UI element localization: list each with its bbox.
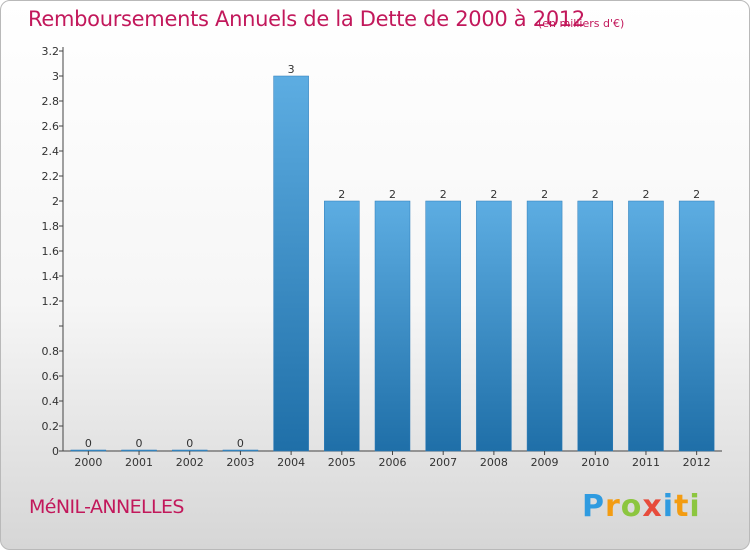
y-tick-label: 0.8 <box>42 345 60 358</box>
logo-letter: i <box>689 489 701 524</box>
bar <box>678 200 715 452</box>
y-tick-label: 2.8 <box>42 95 60 108</box>
y-tick-label: 0.2 <box>42 420 60 433</box>
y-tick-label: 3.2 <box>42 45 60 58</box>
chart-unit: (en milliers d'€) <box>538 17 625 30</box>
bar <box>526 200 563 452</box>
y-tick-label: 2.2 <box>42 170 60 183</box>
x-tick-label: 2005 <box>328 456 356 469</box>
bar <box>121 449 157 452</box>
x-tick-label: 2012 <box>683 456 711 469</box>
y-tick-label: 0.4 <box>42 395 60 408</box>
bar <box>628 200 664 452</box>
data-label: 0 <box>85 437 92 450</box>
bar <box>577 200 614 452</box>
y-tick-label: 1.2 <box>42 295 60 308</box>
x-tick-label: 2002 <box>176 456 204 469</box>
x-tick-label: 2006 <box>379 456 407 469</box>
data-label: 2 <box>389 188 396 201</box>
y-tick-label: 1.4 <box>42 270 60 283</box>
bar <box>273 75 309 452</box>
y-tick-label: 2 <box>52 195 59 208</box>
data-label: 0 <box>237 437 244 450</box>
bar <box>425 200 461 452</box>
y-tick-label: 0 <box>52 445 59 458</box>
logo-letter: r <box>605 489 621 524</box>
data-label: 2 <box>440 188 447 201</box>
bar <box>222 449 259 452</box>
x-tick-label: 2009 <box>531 456 559 469</box>
x-tick-label: 2007 <box>429 456 457 469</box>
y-tick-label: 2.4 <box>42 145 60 158</box>
x-tick-label: 2003 <box>226 456 254 469</box>
y-tick-label: 1.8 <box>42 220 60 233</box>
bar <box>171 449 208 452</box>
logo-letter: t <box>674 489 690 524</box>
data-label: 3 <box>288 63 295 76</box>
x-tick-label: 2004 <box>277 456 305 469</box>
y-tick-label: 2.6 <box>42 120 60 133</box>
x-tick-label: 2011 <box>632 456 660 469</box>
x-tick-label: 2010 <box>581 456 609 469</box>
data-label: 0 <box>136 437 143 450</box>
y-tick-label: 0.6 <box>42 370 60 383</box>
logo-letter: o <box>620 489 643 524</box>
logo-letter: i <box>662 489 675 524</box>
data-label: 2 <box>693 188 700 201</box>
y-tick-label: 3 <box>52 70 59 83</box>
data-label: 2 <box>338 188 345 201</box>
x-tick-label: 2001 <box>125 456 153 469</box>
x-tick-label: 2008 <box>480 456 508 469</box>
x-tick-label: 2000 <box>74 456 102 469</box>
proxiti-logo: Proxiti <box>582 489 701 524</box>
data-label: 2 <box>592 188 599 201</box>
bar <box>374 200 411 452</box>
logo-letter: x <box>642 489 663 524</box>
data-label: 2 <box>541 188 548 201</box>
data-label: 0 <box>186 437 193 450</box>
bar <box>70 449 107 452</box>
bar <box>476 200 512 452</box>
chart-title: Remboursements Annuels de la Dette de 20… <box>28 7 585 31</box>
data-label: 2 <box>490 188 497 201</box>
bar <box>324 200 360 452</box>
logo-letter: P <box>582 489 605 524</box>
data-label: 2 <box>642 188 649 201</box>
commune-name: MéNIL-ANNELLES <box>29 496 184 518</box>
y-tick-label: 1.6 <box>42 245 60 258</box>
